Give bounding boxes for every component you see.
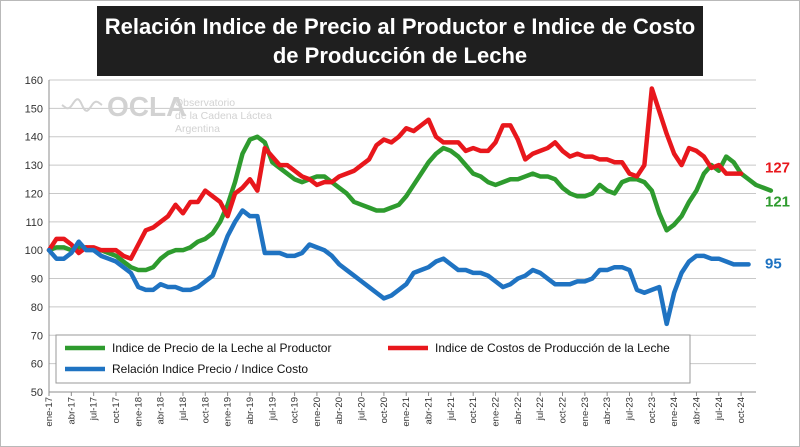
x-tick-label: ene-19 xyxy=(223,397,234,427)
series-lines xyxy=(46,86,774,327)
y-tick-label: 70 xyxy=(31,330,43,342)
y-tick-label: 120 xyxy=(25,188,43,200)
x-tick-label: abr-19 xyxy=(245,397,256,424)
chart-title-line-1: Relación Indice de Precio al Productor e… xyxy=(104,14,696,39)
x-tick-label: ene-23 xyxy=(580,397,591,427)
series-line-precio-productor xyxy=(46,134,774,273)
x-tick-label: oct-17 xyxy=(111,397,122,423)
x-tick-label: abr-21 xyxy=(424,397,435,424)
x-tick-label: ene-17 xyxy=(44,397,55,427)
x-tick-label: abr-24 xyxy=(691,397,702,424)
x-tick-label: jul-23 xyxy=(624,397,635,421)
ocla-wave-icon xyxy=(61,98,103,112)
end-labels: 121 127 95 xyxy=(765,160,790,273)
x-tick-label: jul-21 xyxy=(446,397,457,421)
y-tick-label: 130 xyxy=(25,160,43,172)
series-line-relacion-precio-costo xyxy=(46,208,751,327)
x-tick-label: ene-21 xyxy=(401,397,412,427)
axes: 50 60 70 80 90 100 110 120 130 140 150 160 ene-17 abr… xyxy=(25,75,756,427)
x-tick-label: oct-20 xyxy=(379,397,390,423)
end-label-precio-productor: 121 xyxy=(765,194,790,211)
x-tick-label: abr-22 xyxy=(513,397,524,424)
y-tick-label: 150 xyxy=(25,103,43,115)
legend: Indice de Precio de la Leche al Producto… xyxy=(55,334,691,384)
y-tick-label: 50 xyxy=(31,387,43,399)
watermark-line-1: Observatorio xyxy=(175,97,235,109)
chart-title-line-2: de Producción de Leche xyxy=(272,43,528,68)
x-tick-label: jul-18 xyxy=(178,397,189,421)
series-line-costo-produccion xyxy=(46,86,744,261)
x-tick-label: oct-19 xyxy=(290,397,301,423)
y-tick-label: 60 xyxy=(31,359,43,371)
x-tick-label: jul-22 xyxy=(535,397,546,421)
x-tick-label: oct-24 xyxy=(736,397,747,423)
x-tick-label: jul-19 xyxy=(267,397,278,421)
end-label-costo-produccion: 127 xyxy=(765,160,790,177)
x-tick-label: oct-22 xyxy=(558,397,569,423)
x-tick-label: abr-20 xyxy=(334,397,345,424)
x-tick-label: jul-17 xyxy=(89,397,100,421)
x-tick-label: ene-22 xyxy=(491,397,502,427)
x-tick-label: oct-23 xyxy=(647,397,658,423)
ocla-watermark: OCLA Observatorio de la Cadena Láctea Ar… xyxy=(61,91,272,135)
end-label-relacion-precio-costo: 95 xyxy=(765,255,782,272)
y-tick-label: 90 xyxy=(31,274,43,286)
watermark-brand: OCLA xyxy=(107,91,186,122)
x-tick-label: ene-18 xyxy=(133,397,144,427)
x-tick-label: abr-23 xyxy=(602,397,613,424)
wave-path xyxy=(61,98,103,112)
x-tick-label: jul-24 xyxy=(714,397,725,421)
legend-label-precio-productor: Indice de Precio de la Leche al Producto… xyxy=(112,341,331,355)
x-tick-label: ene-24 xyxy=(669,397,680,427)
x-tick-label: jul-20 xyxy=(357,397,368,421)
watermark-line-2: de la Cadena Láctea xyxy=(175,110,272,122)
x-tick-label: ene-20 xyxy=(312,397,323,427)
y-tick-label: 110 xyxy=(25,217,43,229)
legend-box xyxy=(55,334,691,384)
y-tick-label: 160 xyxy=(25,75,43,87)
y-tick-label: 100 xyxy=(25,245,43,257)
legend-label-relacion-precio-costo: Relación Indice Precio / Indice Costo xyxy=(112,362,308,376)
chart-title-box: Relación Indice de Precio al Productor e… xyxy=(97,6,703,76)
x-tick-label: abr-17 xyxy=(66,397,77,424)
y-tick-label: 140 xyxy=(25,132,43,144)
watermark-line-3: Argentina xyxy=(175,123,220,135)
legend-label-costo-produccion: Indice de Costos de Producción de la Lec… xyxy=(435,341,670,355)
x-tick-label: abr-18 xyxy=(156,397,167,424)
x-tick-label: oct-21 xyxy=(468,397,479,423)
y-tick-label: 80 xyxy=(31,302,43,314)
x-tick-label: oct-18 xyxy=(200,397,211,423)
